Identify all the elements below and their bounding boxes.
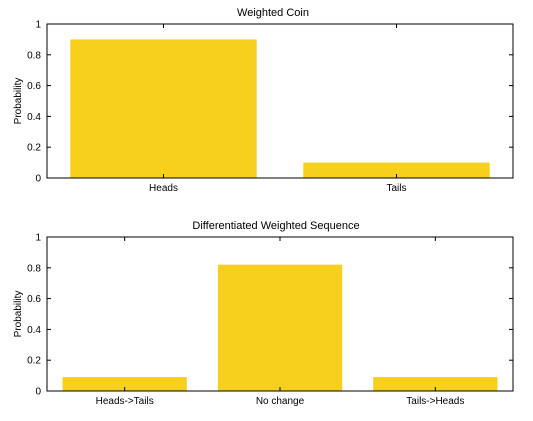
x-tick-label: Heads — [149, 183, 178, 194]
y-tick-label: 0.2 — [27, 356, 41, 367]
y-tick-label: 1 — [35, 20, 41, 31]
bar-heads-tails — [62, 377, 187, 391]
y-tick-label: 0 — [35, 387, 41, 398]
chart-weighted-coin: Weighted Coin Probability 0 0.2 0.4 0.6 0.8 1… — [13, 7, 514, 194]
y-tick-label: 0.4 — [27, 325, 41, 336]
y-ticks: 0 0.2 0.4 0.6 0.8 1 — [27, 20, 513, 185]
bar-heads — [70, 39, 257, 179]
x-tick-label: Heads->Tails — [96, 396, 154, 407]
chart-differentiated-weighted-sequence: Differentiated Weighted Sequence Probabi… — [13, 220, 514, 407]
y-axis-label: Probability — [13, 291, 24, 338]
bars — [70, 39, 490, 179]
y-tick-label: 1 — [35, 233, 41, 244]
plot-frame — [46, 23, 514, 179]
chart-title: Differentiated Weighted Sequence — [192, 220, 359, 232]
bar-no-change — [217, 264, 343, 391]
y-tick-label: 0.6 — [27, 294, 41, 305]
y-axis-label: Probability — [13, 78, 24, 125]
x-tick-label: Tails->Heads — [406, 396, 464, 407]
x-ticks: Heads->Tails No change Tails->Heads — [96, 237, 464, 407]
y-tick-label: 0 — [35, 174, 41, 185]
y-ticks: 0 0.2 0.4 0.6 0.8 1 — [27, 233, 513, 398]
y-tick-label: 0.8 — [27, 263, 41, 274]
x-ticks: Heads Tails — [149, 24, 407, 194]
y-tick-label: 0.8 — [27, 50, 41, 61]
x-tick-label: No change — [256, 396, 305, 407]
y-tick-label: 0.6 — [27, 81, 41, 92]
bar-tails-heads — [373, 377, 498, 391]
bars — [62, 264, 498, 391]
y-tick-label: 0.4 — [27, 112, 41, 123]
y-tick-label: 0.2 — [27, 143, 41, 154]
chart-title: Weighted Coin — [237, 7, 309, 19]
bar-tails — [303, 162, 490, 178]
x-tick-label: Tails — [386, 183, 406, 194]
